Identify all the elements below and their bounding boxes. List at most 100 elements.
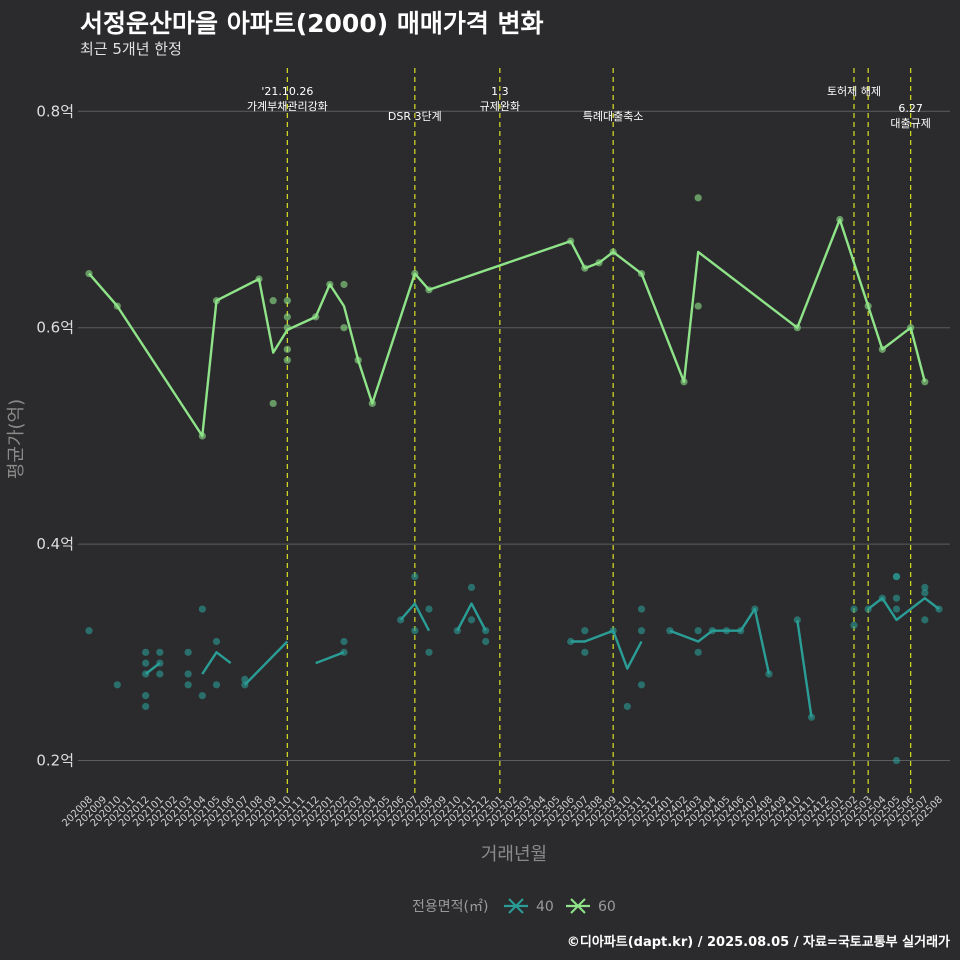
- data-point-60: [283, 324, 291, 332]
- data-point-60: [609, 248, 617, 256]
- data-point-60: [269, 297, 277, 305]
- y-axis-ticks: 0.2억 0.4억 0.6억 0.8억: [36, 102, 74, 769]
- legend-title: 전용면적(㎡): [412, 899, 488, 915]
- data-point-40: [142, 659, 150, 667]
- data-point-40: [892, 594, 901, 602]
- data-point-60: [793, 324, 801, 332]
- event-label: DSR 3단계: [388, 110, 442, 123]
- data-point-60: [680, 378, 688, 386]
- data-point-40: [184, 670, 192, 678]
- data-point-40: [807, 713, 816, 721]
- event-label: 대출규제: [890, 117, 930, 130]
- data-point-40: [921, 583, 929, 592]
- data-point-40: [722, 627, 731, 635]
- series-line-40: [315, 651, 345, 665]
- series-points: [85, 194, 943, 765]
- data-point-40: [340, 648, 348, 656]
- data-point-40: [156, 648, 164, 656]
- data-point-40: [637, 681, 646, 689]
- data-point-60: [283, 313, 291, 321]
- data-point-60: [85, 269, 93, 278]
- event-lines: [286, 68, 912, 793]
- data-point-40: [567, 637, 575, 646]
- series-line-40: [399, 602, 431, 632]
- data-point-40: [142, 702, 150, 711]
- event-label: 규제완화: [480, 100, 520, 113]
- data-point-60: [907, 324, 915, 332]
- y-axis-title: 평균가(억): [6, 399, 27, 479]
- data-point-60: [637, 269, 646, 278]
- data-point-40: [581, 648, 589, 656]
- x-axis-ticks: 2020082020092020102020112020122021012021…: [60, 794, 945, 829]
- series-line-40: [796, 619, 813, 718]
- data-point-40: [212, 681, 221, 689]
- data-point-40: [637, 605, 646, 613]
- data-point-60: [581, 264, 589, 272]
- series-line-40: [570, 629, 643, 670]
- series-line-40: [867, 597, 940, 622]
- data-point-60: [255, 275, 263, 283]
- data-point-60: [864, 302, 872, 310]
- data-point-40: [142, 692, 150, 700]
- data-point-40: [184, 648, 192, 656]
- data-point-40: [637, 627, 646, 635]
- data-point-40: [411, 572, 419, 581]
- data-point-40: [892, 572, 901, 581]
- data-point-60: [425, 286, 433, 294]
- data-point-60: [283, 297, 291, 305]
- data-point-60: [921, 378, 929, 386]
- event-label: 가계부채관리강화: [247, 100, 328, 113]
- data-point-40: [850, 605, 858, 613]
- event-label: '21.10.26: [261, 85, 313, 98]
- data-point-60: [354, 356, 362, 364]
- data-point-60: [283, 356, 291, 364]
- data-point-40: [198, 692, 206, 700]
- data-point-40: [694, 627, 702, 635]
- data-point-60: [567, 237, 575, 245]
- data-point-40: [113, 681, 121, 689]
- x-axis-title: 거래년월: [481, 844, 547, 865]
- data-point-40: [892, 756, 901, 765]
- series-line-40: [456, 602, 487, 632]
- data-point-40: [581, 627, 589, 635]
- legend-key-cross: [570, 898, 586, 914]
- gridlines: [78, 110, 950, 762]
- data-point-40: [212, 637, 221, 646]
- data-point-40: [850, 621, 858, 629]
- data-point-40: [892, 605, 901, 613]
- data-point-40: [737, 627, 745, 635]
- data-point-40: [453, 627, 461, 635]
- data-point-40: [694, 648, 702, 656]
- y-tick-label: 0.8억: [36, 102, 74, 120]
- data-point-40: [878, 594, 886, 602]
- event-label: 특례대출축소: [583, 110, 644, 123]
- source-caption: ©디아파트(dapt.kr) / 2025.08.05 / 자료=국토교통부 실…: [566, 935, 950, 950]
- data-point-60: [694, 302, 702, 310]
- event-label: 토허제 해제: [827, 84, 881, 98]
- data-point-60: [340, 280, 348, 289]
- data-point-60: [878, 345, 886, 353]
- chart-title: 서정운산마을 아파트(2000) 매매가격 변화: [80, 9, 544, 38]
- series-line-40: [669, 607, 771, 675]
- data-point-40: [864, 605, 872, 613]
- legend-label: 60: [598, 899, 616, 915]
- event-label: 1.3: [491, 85, 509, 98]
- data-point-60: [198, 432, 206, 440]
- data-point-40: [935, 605, 943, 613]
- event-label: 6.27: [898, 102, 923, 115]
- series-line-40: [243, 640, 289, 686]
- data-point-40: [241, 681, 249, 689]
- series-line-40: [201, 651, 232, 675]
- data-point-40: [623, 702, 631, 711]
- data-point-40: [184, 681, 192, 689]
- data-point-40: [198, 605, 206, 613]
- data-point-40: [241, 675, 249, 683]
- data-point-60: [269, 399, 277, 408]
- legend: 전용면적(㎡) 40 60: [412, 898, 616, 915]
- data-point-60: [312, 313, 320, 321]
- data-point-60: [212, 297, 221, 305]
- data-point-40: [467, 616, 476, 624]
